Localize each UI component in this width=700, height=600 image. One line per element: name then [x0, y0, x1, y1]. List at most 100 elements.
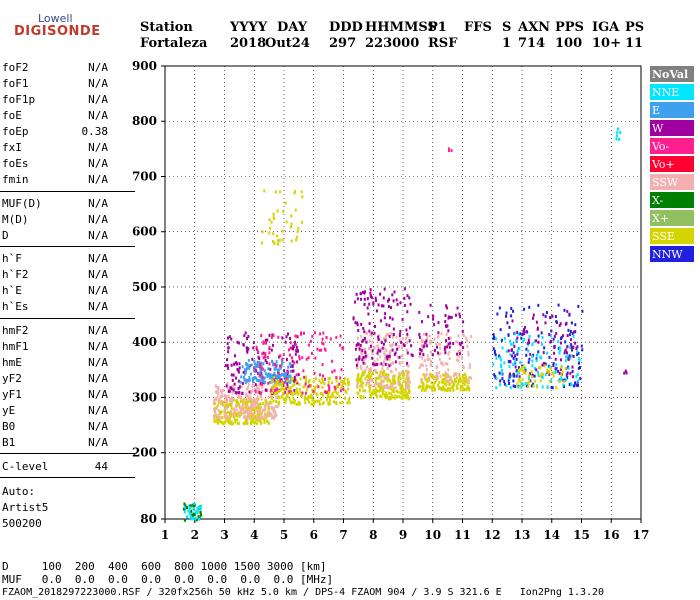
- data-point: [402, 387, 405, 391]
- data-point: [332, 400, 335, 404]
- data-point: [377, 303, 380, 307]
- data-point: [221, 394, 224, 398]
- data-point: [258, 418, 261, 422]
- data-point: [370, 373, 373, 377]
- data-point: [446, 362, 449, 366]
- data-point: [270, 396, 273, 400]
- header-label: YYYY: [230, 20, 268, 35]
- data-point: [339, 401, 342, 405]
- data-point: [400, 396, 403, 400]
- data-point: [373, 331, 376, 335]
- data-point: [407, 371, 410, 375]
- data-point: [386, 332, 389, 336]
- data-point: [558, 379, 561, 383]
- data-point: [332, 394, 335, 398]
- data-point: [463, 379, 466, 383]
- data-point: [394, 381, 397, 385]
- data-point: [555, 386, 558, 390]
- data-point: [424, 386, 427, 390]
- x-tick-label: 11: [454, 528, 471, 542]
- data-point: [331, 370, 334, 374]
- data-point: [360, 381, 363, 385]
- data-point: [242, 411, 245, 415]
- data-point: [274, 364, 277, 368]
- data-point: [214, 410, 217, 414]
- data-point: [345, 391, 348, 395]
- data-point: [293, 375, 296, 379]
- data-point: [399, 301, 402, 305]
- data-point: [248, 416, 251, 420]
- data-point: [441, 388, 444, 392]
- data-point: [572, 354, 575, 358]
- data-point: [384, 312, 387, 316]
- data-point: [429, 350, 432, 354]
- data-point: [239, 411, 242, 415]
- data-point: [428, 334, 431, 338]
- data-point: [392, 342, 395, 346]
- data-point: [420, 380, 423, 384]
- param-name: h`Es: [2, 300, 29, 313]
- legend-label: NNE: [652, 86, 679, 99]
- data-point: [262, 362, 265, 366]
- data-point: [253, 362, 256, 366]
- data-point: [229, 420, 232, 424]
- data-point: [193, 502, 196, 506]
- auto-line: 500200: [2, 517, 42, 530]
- data-point: [553, 351, 556, 355]
- data-point: [380, 383, 383, 387]
- data-point: [273, 378, 276, 382]
- header-value: Fortaleza: [140, 36, 208, 51]
- data-point: [446, 373, 449, 377]
- data-point: [395, 335, 398, 339]
- data-point: [255, 409, 258, 413]
- data-point: [500, 372, 503, 376]
- data-point: [461, 385, 464, 389]
- data-point: [425, 384, 428, 388]
- data-point: [196, 506, 199, 510]
- data-point: [386, 366, 389, 370]
- legend-label: E: [652, 104, 660, 117]
- data-point: [321, 341, 324, 345]
- data-point: [383, 346, 386, 350]
- data-point: [448, 383, 451, 387]
- data-point: [374, 380, 377, 384]
- data-point: [568, 345, 571, 349]
- header-label: PPS: [555, 20, 584, 35]
- data-point: [549, 316, 552, 320]
- data-point: [214, 384, 217, 388]
- data-point: [468, 362, 471, 366]
- data-point: [454, 372, 457, 376]
- data-point: [530, 384, 533, 388]
- data-point: [318, 402, 321, 406]
- data-point: [383, 352, 386, 356]
- data-point: [447, 329, 450, 333]
- data-point: [259, 369, 262, 373]
- data-point: [360, 334, 363, 338]
- data-point: [250, 413, 253, 417]
- data-point: [287, 370, 290, 374]
- data-point: [225, 418, 228, 422]
- data-point: [361, 358, 364, 362]
- data-point: [348, 401, 351, 405]
- header-label: FFS: [464, 20, 492, 35]
- x-tick-label: 15: [573, 528, 590, 542]
- data-point: [313, 331, 316, 335]
- data-point: [246, 336, 249, 340]
- data-point: [271, 240, 274, 244]
- data-point: [255, 347, 258, 351]
- data-point: [244, 380, 247, 384]
- data-point: [382, 296, 385, 300]
- data-point: [368, 374, 371, 378]
- data-point: [224, 415, 227, 419]
- data-point: [346, 401, 349, 405]
- data-point: [408, 296, 411, 300]
- data-point: [338, 382, 341, 386]
- data-point: [256, 406, 259, 410]
- data-point: [623, 371, 626, 375]
- data-point: [220, 391, 223, 395]
- data-point: [271, 407, 274, 411]
- data-point: [459, 379, 462, 383]
- data-point: [249, 409, 252, 413]
- data-point: [271, 359, 274, 363]
- data-point: [544, 321, 547, 325]
